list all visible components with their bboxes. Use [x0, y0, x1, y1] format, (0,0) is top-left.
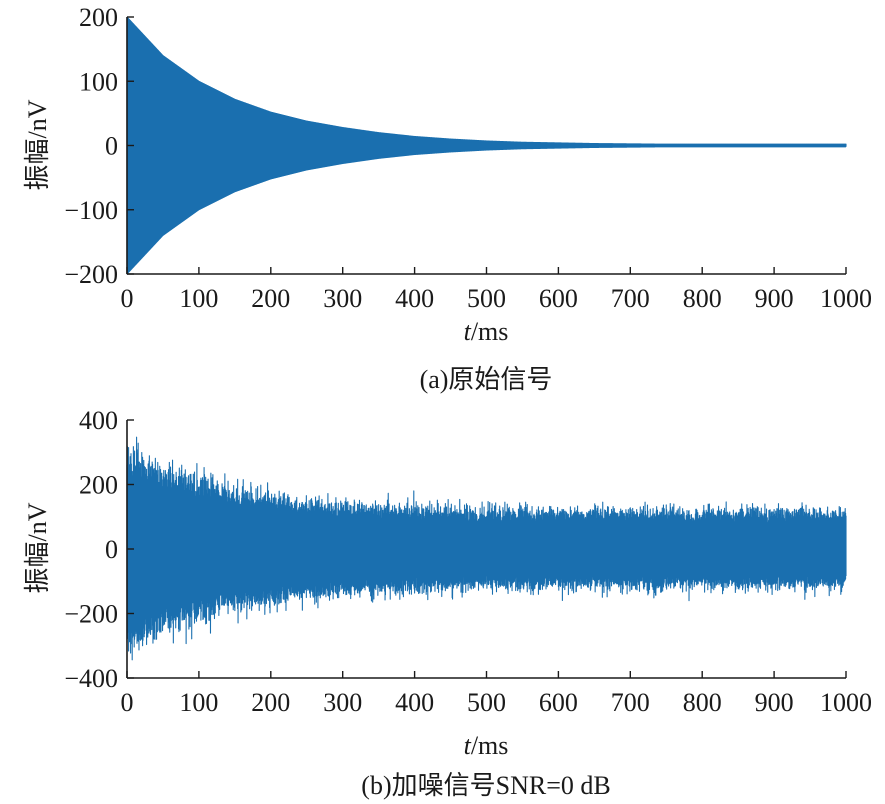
panel-b-axes: 0 100 200 300 400 500 600 700 800 900 10004002000−… — [64, 406, 872, 717]
panel-a-x-tick-label: 900 — [755, 284, 794, 313]
panel-b-x-tick-label: 400 — [395, 688, 434, 717]
panel-a-x-tick-label: 400 — [395, 284, 434, 313]
panel-b-x-tick-label: 900 — [755, 688, 794, 717]
panel-a-x-tick-label: 1000 — [820, 284, 872, 313]
panel-b: 0 100 200 300 400 500 600 700 800 900 10004002000−… — [23, 406, 872, 800]
panel-b-x-tick-label: 100 — [179, 688, 218, 717]
panel-b-x-tick-label: 200 — [251, 688, 290, 717]
panel-a-signal — [126, 16, 847, 275]
panel-b-caption: (b)加噪信号SNR=0 dB — [361, 771, 610, 800]
panel-a-x-tick-label: 0 — [121, 284, 134, 313]
panel-a-xlabel: t/ms — [464, 317, 509, 346]
panel-a-x-tick-label: 100 — [179, 284, 218, 313]
panel-b-x-tick-label: 600 — [539, 688, 578, 717]
panel-a-y-tick-label: 100 — [79, 67, 118, 96]
panel-b-x-tick-label: 500 — [467, 688, 506, 717]
panel-a-y-tick-label: 0 — [105, 132, 118, 161]
panel-a-axes: 0 100 200 300 400 500 600 700 800 900 10002001000−… — [64, 3, 872, 313]
panel-b-y-tick-label: −400 — [64, 664, 118, 693]
panel-a-x-tick-label: 500 — [467, 284, 506, 313]
panel-b-x-tick-label: 0 — [121, 688, 134, 717]
panel-b-y-tick-label: 400 — [79, 406, 118, 435]
panel-b-y-tick-label: 0 — [105, 535, 118, 564]
panel-b-y-tick-label: −200 — [64, 600, 118, 629]
panel-b-x-tick-label: 800 — [683, 688, 722, 717]
panel-a-y-tick-label: −200 — [64, 260, 118, 289]
panel-a-y-tick-label: 200 — [79, 3, 118, 32]
panel-a-x-tick-label: 300 — [323, 284, 362, 313]
panel-b-signal — [126, 436, 847, 661]
panel-b-xlabel: t/ms — [464, 731, 509, 760]
panel-a: 0 100 200 300 400 500 600 700 800 900 10002001000−… — [23, 3, 872, 394]
panel-a-series-line — [126, 16, 847, 275]
panel-a-ylabel: 振幅/nV — [23, 99, 52, 190]
panel-a-x-tick-label: 700 — [611, 284, 650, 313]
panel-a-x-tick-label: 600 — [539, 284, 578, 313]
panel-a-caption: (a)原始信号 — [420, 365, 553, 394]
panel-a-x-tick-label: 800 — [683, 284, 722, 313]
panel-b-x-tick-label: 300 — [323, 688, 362, 717]
panel-b-y-tick-label: 200 — [79, 471, 118, 500]
panel-b-series-line — [126, 436, 847, 661]
panel-b-x-tick-label: 700 — [611, 688, 650, 717]
panel-a-y-tick-label: −100 — [64, 196, 118, 225]
panel-b-ylabel: 振幅/nV — [23, 502, 52, 593]
panel-a-x-tick-label: 200 — [251, 284, 290, 313]
panel-b-x-tick-label: 1000 — [820, 688, 872, 717]
